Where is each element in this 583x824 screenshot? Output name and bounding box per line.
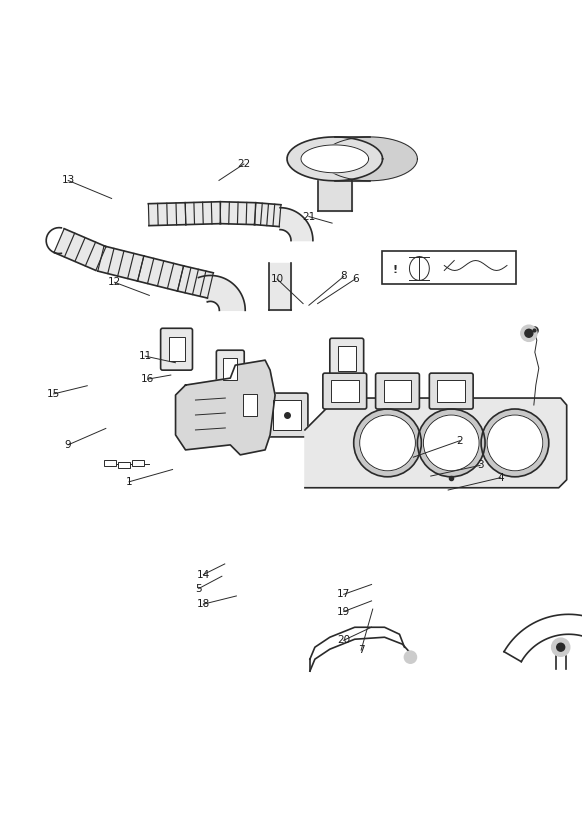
Bar bbox=[338, 346, 356, 371]
Polygon shape bbox=[175, 360, 275, 455]
Text: 15: 15 bbox=[47, 389, 60, 399]
Bar bbox=[331, 380, 359, 402]
Text: 22: 22 bbox=[237, 159, 251, 169]
FancyBboxPatch shape bbox=[216, 350, 244, 388]
Text: 17: 17 bbox=[337, 589, 350, 599]
Circle shape bbox=[521, 325, 537, 341]
Polygon shape bbox=[269, 263, 291, 311]
Polygon shape bbox=[287, 137, 382, 180]
Polygon shape bbox=[220, 202, 255, 225]
Text: 8: 8 bbox=[340, 271, 347, 282]
Bar bbox=[118, 461, 130, 468]
Polygon shape bbox=[322, 137, 417, 180]
Bar bbox=[132, 460, 143, 466]
Polygon shape bbox=[185, 202, 220, 225]
Text: 16: 16 bbox=[141, 374, 154, 384]
Text: 19: 19 bbox=[337, 606, 350, 616]
Text: 18: 18 bbox=[196, 599, 210, 609]
Circle shape bbox=[423, 415, 479, 471]
FancyBboxPatch shape bbox=[429, 373, 473, 409]
Circle shape bbox=[557, 644, 565, 651]
Text: 11: 11 bbox=[139, 351, 152, 361]
Circle shape bbox=[487, 415, 543, 471]
Bar bbox=[381, 250, 516, 284]
Text: 20: 20 bbox=[337, 635, 350, 645]
FancyBboxPatch shape bbox=[161, 328, 192, 370]
FancyBboxPatch shape bbox=[236, 386, 264, 424]
Polygon shape bbox=[305, 398, 567, 488]
Text: 10: 10 bbox=[271, 274, 283, 284]
FancyBboxPatch shape bbox=[330, 338, 364, 380]
Text: 2: 2 bbox=[456, 436, 463, 446]
Polygon shape bbox=[54, 229, 106, 270]
Bar bbox=[273, 400, 301, 430]
Text: 21: 21 bbox=[302, 212, 315, 222]
Polygon shape bbox=[301, 145, 368, 173]
Text: 5: 5 bbox=[195, 583, 202, 593]
FancyBboxPatch shape bbox=[266, 393, 308, 437]
Bar bbox=[437, 380, 465, 402]
Bar bbox=[223, 358, 237, 380]
Bar bbox=[243, 394, 257, 416]
FancyBboxPatch shape bbox=[323, 373, 367, 409]
Circle shape bbox=[525, 330, 533, 337]
Circle shape bbox=[405, 651, 416, 663]
Bar bbox=[104, 460, 116, 466]
Text: 13: 13 bbox=[61, 176, 75, 185]
Text: 9: 9 bbox=[65, 440, 72, 450]
Text: 12: 12 bbox=[108, 277, 121, 288]
Text: 1: 1 bbox=[126, 477, 132, 487]
Text: 14: 14 bbox=[196, 569, 210, 579]
Circle shape bbox=[552, 639, 570, 656]
Bar bbox=[168, 337, 184, 361]
Polygon shape bbox=[335, 137, 370, 180]
Text: 6: 6 bbox=[352, 274, 359, 284]
Bar bbox=[384, 380, 412, 402]
Text: 7: 7 bbox=[358, 645, 364, 655]
Polygon shape bbox=[149, 203, 186, 226]
Polygon shape bbox=[178, 266, 213, 298]
Circle shape bbox=[417, 409, 485, 477]
Text: 3: 3 bbox=[477, 461, 483, 471]
Polygon shape bbox=[318, 180, 352, 211]
Polygon shape bbox=[198, 275, 245, 311]
Text: 4: 4 bbox=[497, 473, 504, 483]
Polygon shape bbox=[280, 208, 313, 241]
Polygon shape bbox=[138, 256, 184, 291]
Circle shape bbox=[360, 415, 416, 471]
Polygon shape bbox=[98, 246, 144, 281]
Circle shape bbox=[354, 409, 422, 477]
Polygon shape bbox=[254, 203, 281, 227]
FancyBboxPatch shape bbox=[375, 373, 419, 409]
Circle shape bbox=[481, 409, 549, 477]
Text: !: ! bbox=[393, 265, 398, 275]
